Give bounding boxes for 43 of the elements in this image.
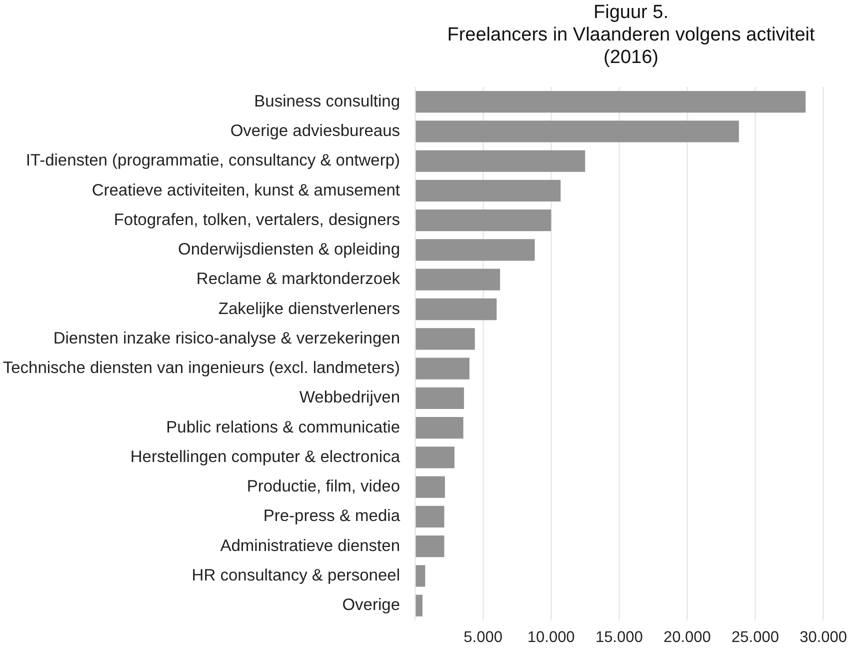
bar: [416, 328, 475, 350]
y-tick-label: Business consulting: [254, 92, 400, 110]
x-tick-label: 5.000: [464, 628, 503, 646]
bar: [416, 239, 535, 261]
bar: [416, 268, 500, 290]
y-tick-label: IT-diensten (programmatie, consultancy & ontwerp): [26, 152, 400, 170]
y-tick-label: Overige: [342, 596, 400, 614]
bar: [416, 565, 426, 587]
bar: [416, 91, 806, 113]
bar: [416, 446, 454, 468]
y-tick-label: Administratieve diensten: [220, 536, 400, 555]
bar: [416, 594, 422, 616]
x-tick-label: 20.000: [663, 628, 712, 646]
y-tick-label: Productie, film, video: [246, 478, 400, 496]
y-tick-label: Technische diensten van ingenieurs (excl. landmeters): [2, 359, 400, 378]
bar: [416, 476, 445, 498]
y-tick-label: Herstellingen computer & electronica: [130, 448, 401, 466]
x-tick-label: 30.000: [800, 628, 848, 646]
x-tick-label: 10.000: [527, 628, 576, 646]
bar: [416, 150, 586, 172]
y-tick-label: Diensten inzake risico-analyse & verzekeringen: [53, 329, 400, 348]
bar: [416, 358, 470, 380]
y-tick-label: Zakelijke dienstverleners: [218, 300, 400, 318]
bar: [416, 180, 561, 202]
chart-title: Figuur 5. Freelancers in Vlaanderen volgens activiteit (2016): [447, 2, 816, 68]
x-tick-label: 15.000: [595, 628, 644, 646]
y-tick-label: Public relations & communicatie: [166, 418, 400, 436]
bar: [416, 298, 497, 320]
y-tick-label: Fotografen, tolken, vertalers, designers: [114, 210, 400, 229]
y-tick-label: Onderwijsdiensten & opleiding: [178, 240, 400, 259]
y-tick-label: Creatieve activiteiten, kunst & amusement: [92, 181, 400, 200]
bar: [416, 416, 464, 439]
bar: [416, 506, 444, 528]
bar: [416, 387, 464, 409]
bar: [416, 210, 552, 232]
bar: [416, 536, 444, 558]
bar: [416, 120, 739, 142]
x-tick-label: 25.000: [732, 628, 780, 646]
y-tick-label: HR consultancy & personeel: [192, 566, 400, 584]
y-tick-label: Reclame & marktonderzoek: [196, 270, 401, 288]
y-tick-label: Overige adviesbureaus: [230, 122, 400, 140]
y-tick-label: Pre-press & media: [263, 507, 401, 526]
y-tick-label: Webbedrijven: [299, 388, 400, 407]
